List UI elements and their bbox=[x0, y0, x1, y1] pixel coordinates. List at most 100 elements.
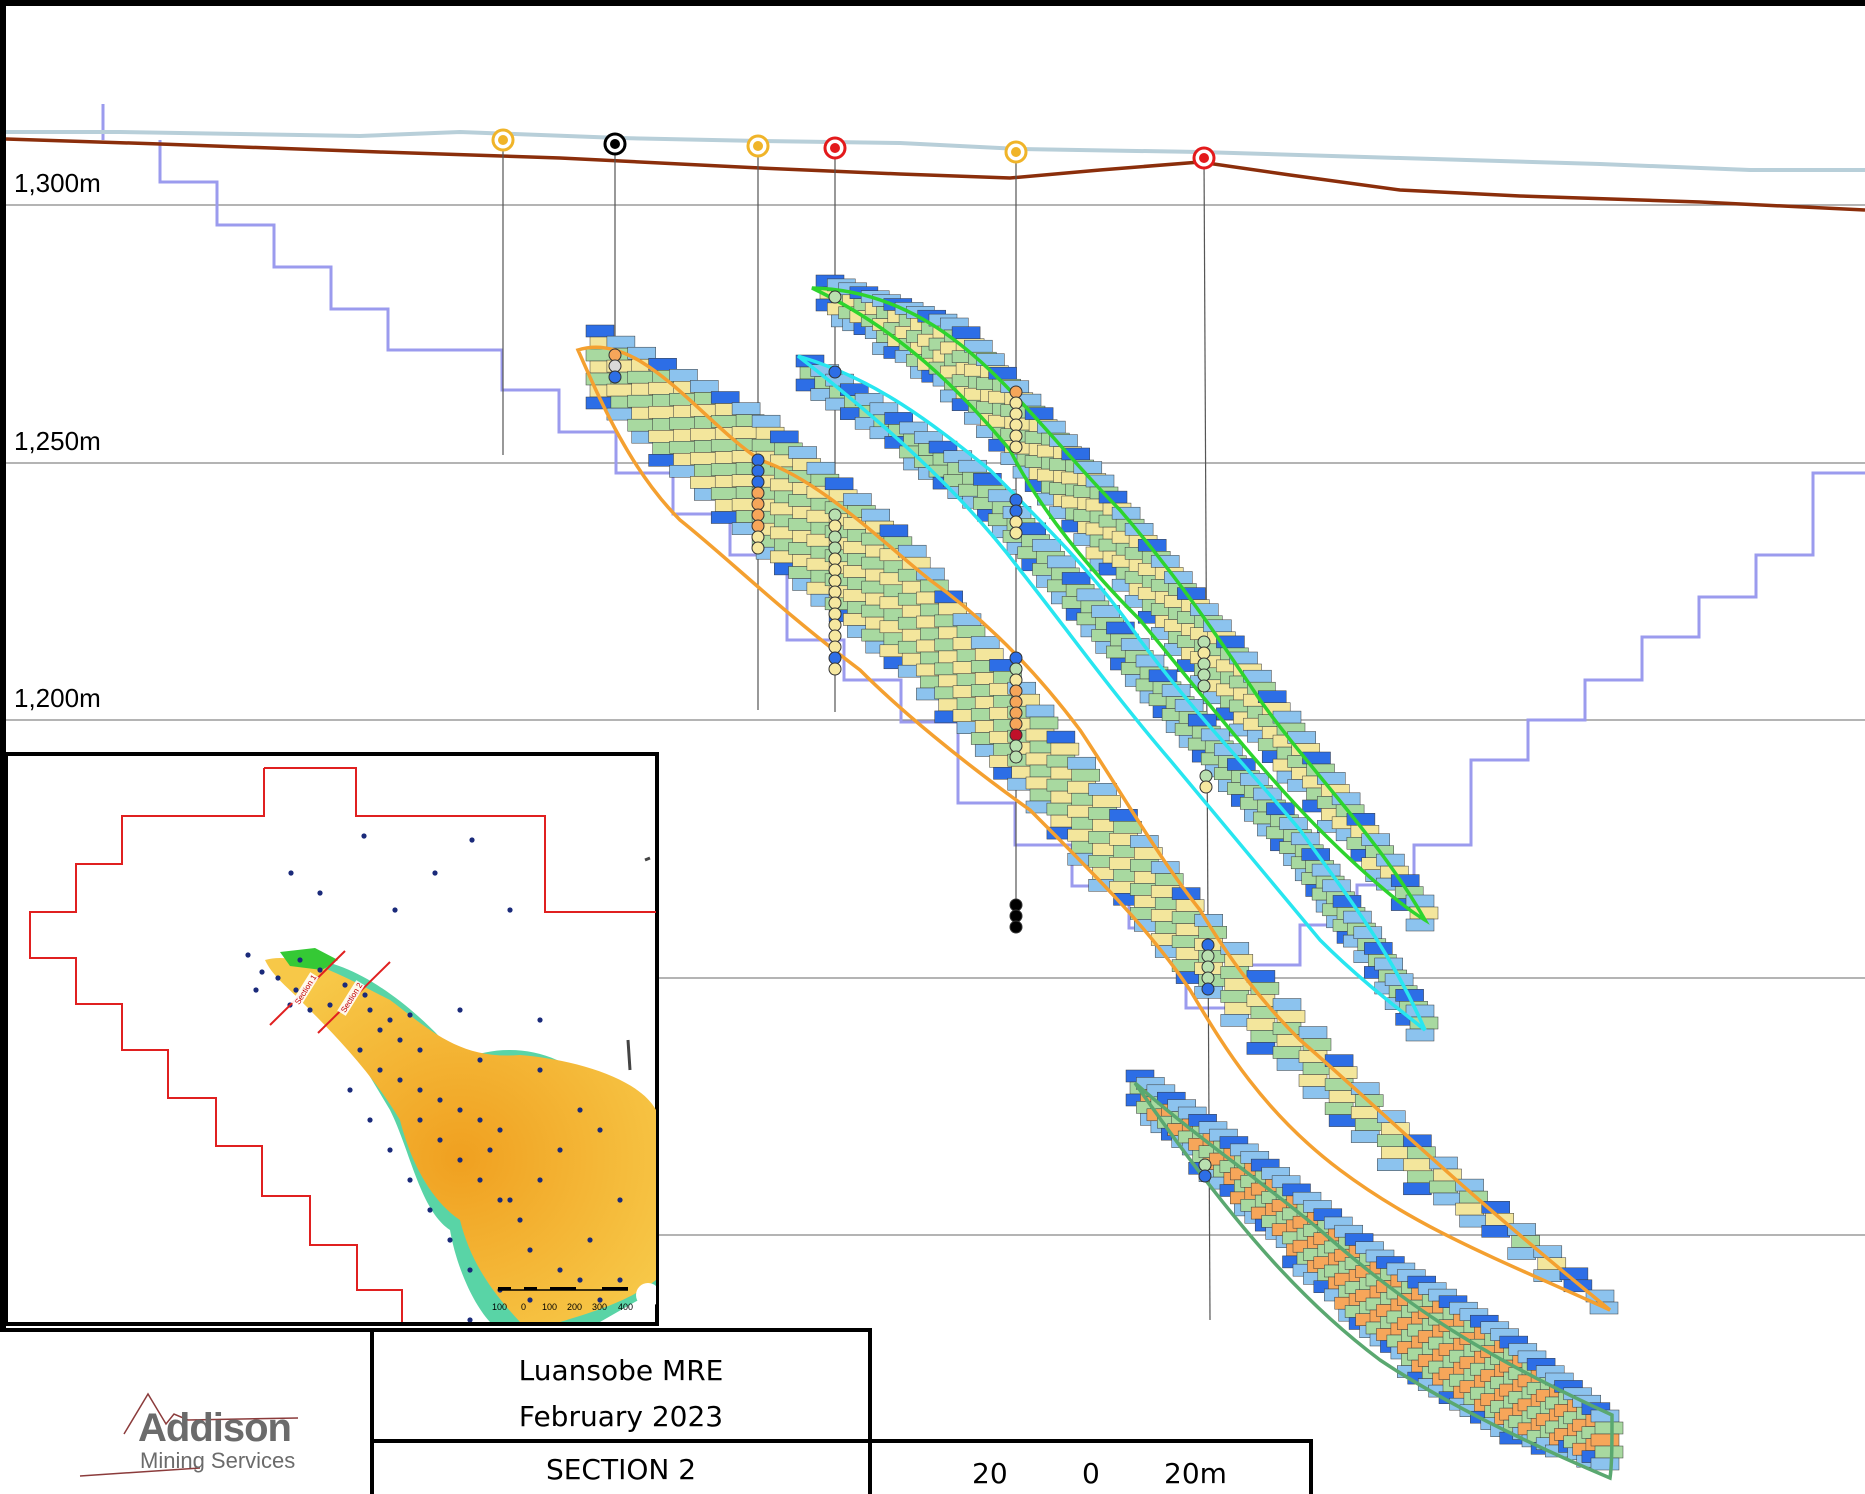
logo-panel: Addison Mining Services bbox=[0, 1328, 374, 1490]
logo-sub-text: Mining Services bbox=[140, 1448, 296, 1473]
model-block bbox=[1220, 1014, 1250, 1027]
drillhole-sample bbox=[608, 348, 622, 362]
inset-drillhole-dot bbox=[467, 1317, 473, 1322]
drillhole-sample bbox=[1009, 898, 1023, 912]
inset-drillhole-dot bbox=[527, 1247, 533, 1253]
model-block bbox=[710, 487, 740, 500]
inset-drillhole-dot bbox=[507, 907, 513, 913]
inset-drillhole-dot bbox=[537, 1017, 543, 1023]
inset-drillhole-dot bbox=[275, 975, 281, 981]
model-block bbox=[956, 625, 986, 638]
drillhole-sample bbox=[751, 453, 765, 467]
model-block bbox=[1047, 555, 1076, 569]
inset-drillhole-dot bbox=[517, 1217, 523, 1223]
inset-drillhole-dot bbox=[417, 1087, 423, 1093]
inset-drillhole-dot bbox=[437, 1097, 443, 1103]
tenement-boundary bbox=[29, 767, 656, 1322]
inset-drillhole-dot bbox=[437, 1137, 443, 1143]
drillhole-sample bbox=[828, 365, 842, 379]
model-block bbox=[1350, 1130, 1380, 1143]
elevation-label-1300: 1,300m bbox=[14, 168, 101, 198]
collar-marker-black bbox=[603, 132, 627, 156]
lode-darkgreen-outline bbox=[1133, 1081, 1614, 1481]
model-block bbox=[690, 476, 719, 489]
model-block bbox=[1029, 716, 1059, 730]
scale-label-right: 20m bbox=[1164, 1457, 1227, 1490]
drillhole-sample bbox=[751, 541, 765, 555]
drillhole-sample bbox=[1197, 635, 1211, 649]
model-block bbox=[1113, 821, 1142, 834]
orebody-green-cap bbox=[280, 948, 338, 970]
inset-drillhole-dot bbox=[577, 1107, 583, 1113]
drillhole-sample bbox=[1199, 780, 1213, 794]
inset-drillhole-dot bbox=[467, 1267, 473, 1273]
inset-drillhole-dot bbox=[427, 1207, 433, 1213]
drillhole-sample bbox=[1197, 657, 1211, 671]
inset-drillhole-dot bbox=[557, 1147, 563, 1153]
project-date: February 2023 bbox=[518, 1400, 724, 1433]
inset-drillhole-dot bbox=[387, 1017, 393, 1023]
drillhole-sample bbox=[1009, 717, 1023, 731]
model-block bbox=[1050, 742, 1080, 756]
model-block bbox=[879, 524, 909, 538]
inset-drillhole-dot bbox=[537, 1177, 543, 1183]
model-block bbox=[806, 461, 836, 475]
section-name-panel: SECTION 2 bbox=[370, 1439, 872, 1494]
model-block bbox=[788, 446, 817, 459]
inset-drillhole-dot bbox=[417, 1047, 423, 1053]
inset-scale-bar: 100 0 100 200 300 400 bbox=[492, 1287, 633, 1312]
model-block bbox=[1533, 1269, 1563, 1282]
model-block bbox=[1061, 572, 1091, 585]
inset-drillhole-dot bbox=[392, 907, 398, 913]
lode-wireframes bbox=[575, 286, 1614, 1481]
collar-marker-red-2 bbox=[1192, 146, 1216, 170]
inset-drillhole-dot bbox=[477, 1117, 483, 1123]
inset-scale-tick-0: 100 bbox=[492, 1302, 507, 1312]
drillhole-sample bbox=[1009, 739, 1023, 753]
inset-drillhole-dot bbox=[288, 870, 294, 876]
inset-drillhole-dot bbox=[432, 870, 438, 876]
inset-drillhole-dot bbox=[397, 1077, 403, 1083]
inset-drillhole-dot bbox=[417, 1117, 423, 1123]
model-block bbox=[1246, 1018, 1276, 1031]
inset-drillhole-dot bbox=[317, 890, 323, 896]
model-block bbox=[731, 402, 761, 415]
drillhole-sample bbox=[1009, 407, 1023, 421]
drillhole-sample bbox=[751, 530, 765, 544]
model-block bbox=[1046, 730, 1076, 744]
elevation-label-1200: 1,200m bbox=[14, 683, 101, 713]
model-block bbox=[690, 380, 719, 393]
model-block bbox=[648, 406, 677, 419]
model-block bbox=[710, 463, 740, 476]
model-block bbox=[710, 511, 740, 524]
model-block bbox=[1272, 1046, 1302, 1059]
inset-drillhole-dot bbox=[457, 1107, 463, 1113]
inset-drillhole-dot bbox=[469, 837, 475, 843]
drillhole-sample bbox=[828, 530, 842, 544]
model-block bbox=[606, 383, 636, 397]
drillhole-sample bbox=[1201, 971, 1215, 985]
inset-drillhole-dot bbox=[293, 987, 299, 993]
model-block bbox=[1092, 795, 1121, 808]
model-block bbox=[861, 508, 890, 522]
lode-green-outline bbox=[811, 286, 1430, 925]
inset-drillhole-dot bbox=[387, 1147, 393, 1153]
inset-drillhole-dot bbox=[297, 957, 303, 963]
drillhole-sample bbox=[1009, 493, 1023, 507]
section-name: SECTION 2 bbox=[545, 1453, 697, 1486]
inset-drillhole-dot bbox=[357, 1047, 363, 1053]
model-block bbox=[1403, 1182, 1432, 1196]
inset-scale-tick-1: 0 bbox=[521, 1302, 526, 1312]
drillhole-sample bbox=[828, 290, 842, 304]
inset-drillhole-dot bbox=[477, 1057, 483, 1063]
scale-label-zero: 0 bbox=[1082, 1457, 1100, 1490]
inset-drillhole-dot bbox=[487, 1147, 493, 1153]
inset-drillhole-dot bbox=[447, 1237, 453, 1243]
drillhole-sample bbox=[1009, 673, 1023, 687]
surface-line-light bbox=[6, 129, 1865, 172]
inset-drillhole-dot bbox=[557, 1267, 563, 1273]
model-block bbox=[1324, 1102, 1354, 1115]
drillhole-sample bbox=[828, 541, 842, 555]
model-block bbox=[1025, 704, 1055, 718]
